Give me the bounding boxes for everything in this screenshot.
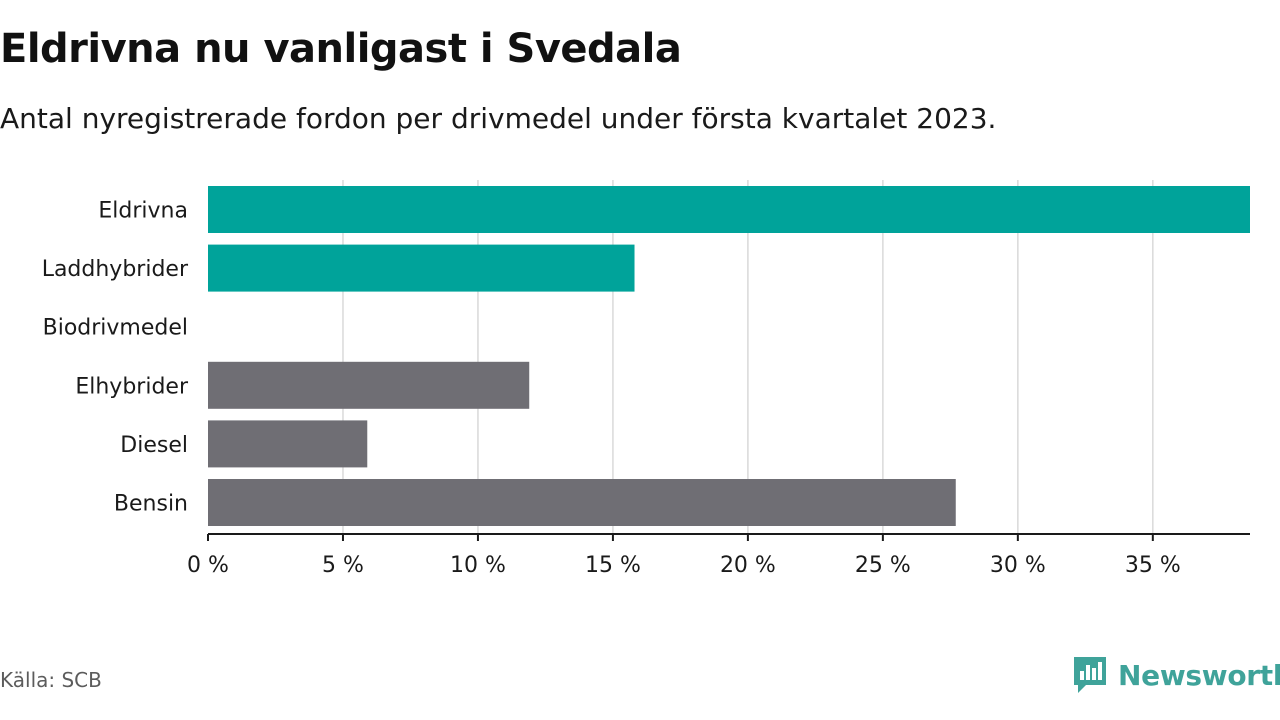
category-label: Bensin [114, 492, 188, 517]
bar [208, 244, 635, 292]
x-tick-label: 15 % [585, 553, 641, 578]
source-note: Källa: SCB [0, 668, 102, 692]
category-label: Laddhybrider [42, 257, 189, 282]
x-tick-label: 25 % [855, 553, 911, 578]
chart-subtitle: Antal nyregistrerade fordon per drivmede… [0, 102, 997, 135]
category-label: Eldrivna [98, 199, 188, 224]
bar [208, 186, 1250, 233]
x-tick-label: 35 % [1125, 553, 1181, 578]
x-tick-label: 30 % [990, 553, 1046, 578]
bar-chart: Eldrivna Laddhybrider Biodrivmedel Elhybrid… [42, 180, 1250, 578]
newsworthy-logo-icon [1074, 657, 1106, 693]
brand-name: Newsworthy [1118, 658, 1280, 692]
category-label: Elhybrider [75, 374, 189, 399]
x-tick-label: 20 % [720, 553, 776, 578]
category-label: Diesel [120, 433, 188, 458]
bar [208, 361, 530, 409]
chart-title: Eldrivna nu vanligast i Svedala [0, 26, 682, 72]
bar [208, 420, 368, 468]
x-tick-label: 0 % [187, 553, 229, 578]
category-label: Biodrivmedel [43, 316, 188, 341]
brand-logo: Newsworthy [1072, 655, 1280, 695]
bar [208, 479, 956, 526]
x-tick-label: 5 % [322, 553, 364, 578]
x-tick-label: 10 % [450, 553, 506, 578]
